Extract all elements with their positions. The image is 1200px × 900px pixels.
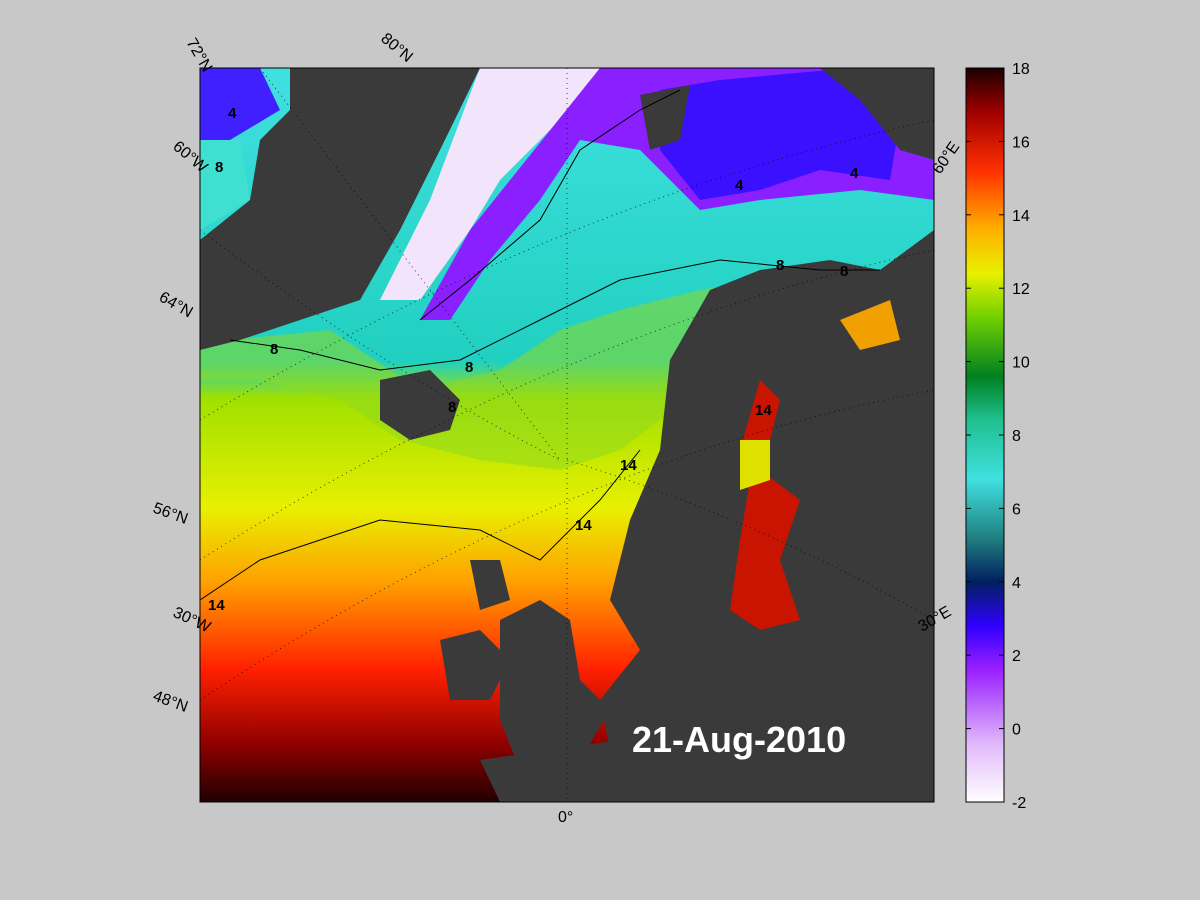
labrador-water	[200, 140, 250, 230]
colorbar-tick-label: -2	[1012, 795, 1026, 812]
lon-label-0: 0°	[558, 809, 573, 826]
contour-label-14: 14	[755, 402, 772, 419]
contour-14	[200, 449, 641, 601]
lat-label-64n: 64°N	[156, 289, 195, 322]
contour-label-8: 8	[215, 159, 223, 176]
great-britain-land	[500, 600, 610, 770]
lon-label-80n: 80°N	[377, 30, 415, 66]
greenland-land	[200, 68, 480, 350]
lat-label-48n: 48°N	[151, 688, 190, 716]
date-label: 21-Aug-2010	[632, 719, 846, 760]
france-land	[480, 740, 700, 802]
scotland-islands	[470, 560, 510, 610]
map-panel	[200, 68, 934, 802]
colorbar-tick-label: 18	[1012, 61, 1030, 78]
svalbard-land	[640, 85, 690, 150]
contour-label-14: 14	[208, 597, 225, 614]
contour-8	[229, 259, 880, 371]
very-cold-water	[660, 70, 900, 200]
graticule	[200, 68, 934, 802]
colorbar-tick-label: 2	[1012, 648, 1021, 665]
lat-label-72n: 72°N	[183, 36, 216, 75]
contour-label-8: 8	[448, 399, 456, 416]
lat-label-56n: 56°N	[151, 500, 190, 528]
novaya-zemlya-land	[820, 68, 934, 160]
colorbar-tick-label: 14	[1012, 208, 1030, 225]
contour-label-8: 8	[270, 341, 278, 358]
map-frame	[199, 67, 935, 803]
contour-label-8: 8	[840, 263, 848, 280]
contour-label-8: 8	[776, 257, 784, 274]
colorbar-tick-label: 10	[1012, 355, 1030, 372]
ice-zone	[380, 68, 620, 300]
colorbar	[965, 67, 1005, 803]
colorbar-tick-label: 16	[1012, 134, 1030, 151]
contour-label-8: 8	[465, 359, 473, 376]
iceland-land	[380, 370, 460, 440]
colorbar-ticks: 18 16 14 12 10 8 6 4 2 0 -2	[966, 61, 1030, 812]
colorbar-tick-label: 4	[1012, 575, 1021, 592]
contour-label-4: 4	[735, 177, 744, 194]
baffin-cold	[200, 68, 280, 140]
contour-label-14: 14	[620, 457, 637, 474]
contour-4	[419, 89, 681, 321]
colorbar-tick-label: 12	[1012, 281, 1030, 298]
temperate-water	[200, 280, 760, 470]
contour-label-4: 4	[228, 105, 237, 122]
bothnian-bay	[740, 440, 770, 490]
ireland-land	[440, 630, 510, 700]
contours	[200, 89, 880, 601]
contour-label-4: 4	[850, 165, 859, 182]
colorbar-tick-label: 8	[1012, 428, 1021, 445]
colorbar-tick-label: 0	[1012, 722, 1021, 739]
colorbar-tick-label: 6	[1012, 501, 1021, 518]
white-sea	[840, 300, 900, 350]
contour-label-14: 14	[575, 517, 592, 534]
